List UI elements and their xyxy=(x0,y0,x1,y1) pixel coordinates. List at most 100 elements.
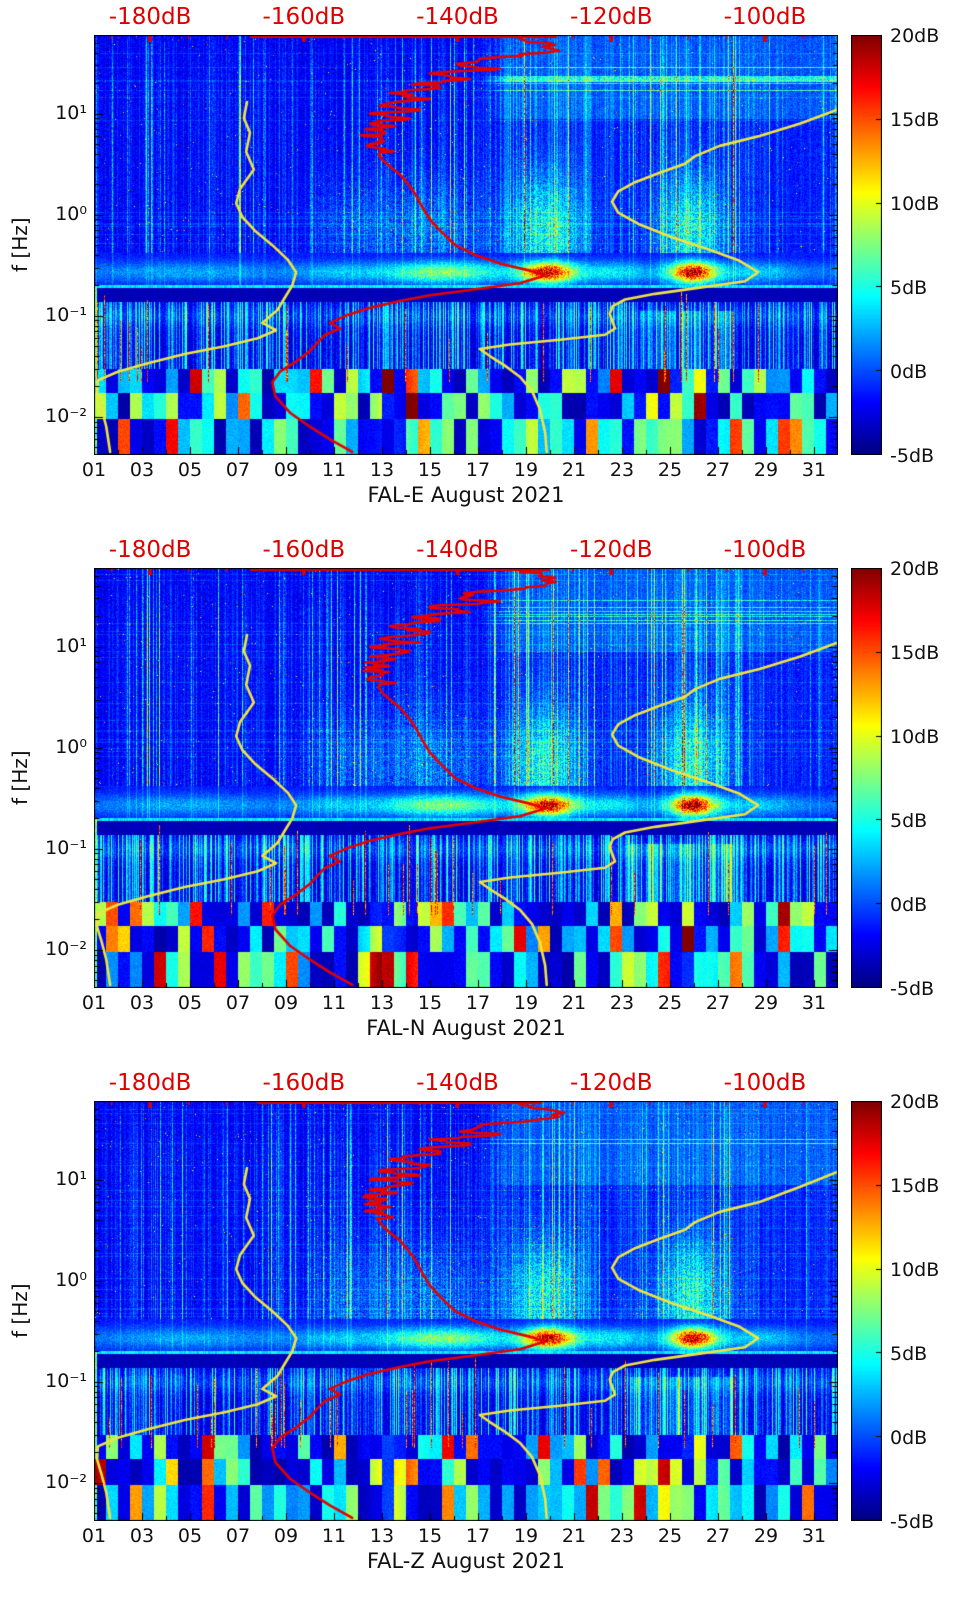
y-tick-label: 10⁻² xyxy=(45,1470,87,1493)
top-axis-tick-label: -140dB xyxy=(416,1070,499,1096)
colorbar-tick-label: 15dB xyxy=(890,109,940,131)
x-tick-label: 23 xyxy=(609,1525,635,1547)
x-tick-label: 13 xyxy=(369,459,395,481)
x-tick-label: 17 xyxy=(465,992,491,1014)
x-tick-label: 15 xyxy=(417,1525,443,1547)
x-tick-label: 09 xyxy=(273,1525,299,1547)
colorbar-tick-label: -5dB xyxy=(890,978,935,1000)
x-tick-label: 17 xyxy=(465,1525,491,1547)
panel-title: FAL-E August 2021 xyxy=(367,483,565,507)
colorbar-tick-label: 5dB xyxy=(890,277,928,299)
y-tick-label: 10¹ xyxy=(55,101,87,124)
x-tick-label: 25 xyxy=(657,992,683,1014)
top-axis-tick-label: -160dB xyxy=(262,4,346,30)
colorbar-tick-label: 10dB xyxy=(890,193,940,215)
top-axis-tick-label: -140dB xyxy=(416,4,499,30)
x-tick-label: 01 xyxy=(81,459,107,481)
spectrogram-canvas xyxy=(94,568,838,988)
panel-fal-e: f [Hz] -180dB -160dB -140dB -120dB -100dB 10… xyxy=(0,0,962,533)
x-tick-label: 07 xyxy=(225,1525,251,1547)
x-tick-label: 29 xyxy=(753,1525,779,1547)
y-tick-label: 10⁻² xyxy=(45,937,87,960)
top-axis-tick-label: -100dB xyxy=(723,4,807,30)
x-tick-label: 09 xyxy=(273,459,299,481)
y-tick-label: 10¹ xyxy=(55,634,87,657)
colorbar-canvas xyxy=(851,1101,882,1521)
y-tick-label: 10⁻¹ xyxy=(45,1369,87,1392)
x-tick-label: 01 xyxy=(81,1525,107,1547)
x-tick-label: 13 xyxy=(369,1525,395,1547)
x-tick-label: 25 xyxy=(657,1525,683,1547)
spectrogram-canvas xyxy=(94,35,838,455)
spectrogram-canvas xyxy=(94,1101,838,1521)
x-tick-label: 31 xyxy=(801,459,827,481)
x-tick-label: 03 xyxy=(129,1525,155,1547)
x-tick-label: 09 xyxy=(273,992,299,1014)
colorbar-canvas xyxy=(851,35,882,455)
x-tick-label: 31 xyxy=(801,1525,827,1547)
x-tick-label: 21 xyxy=(561,1525,587,1547)
x-tick-label: 31 xyxy=(801,992,827,1014)
x-tick-label: 15 xyxy=(417,992,443,1014)
x-tick-label: 05 xyxy=(177,992,203,1014)
x-tick-label: 11 xyxy=(321,992,347,1014)
top-axis-tick-label: -120dB xyxy=(569,4,653,30)
colorbar-tick-label: 5dB xyxy=(890,810,928,832)
colorbar-tick-label: 20dB xyxy=(890,1091,940,1113)
colorbar-tick-label: -5dB xyxy=(890,1511,935,1533)
x-tick-label: 23 xyxy=(609,992,635,1014)
x-tick-label: 05 xyxy=(177,1525,203,1547)
x-tick-label: 03 xyxy=(129,459,155,481)
y-tick-label: 10⁻¹ xyxy=(45,303,87,326)
panel-title: FAL-Z August 2021 xyxy=(366,1549,566,1573)
x-tick-label: 13 xyxy=(369,992,395,1014)
x-tick-label: 21 xyxy=(561,459,587,481)
colorbar-tick-label: 10dB xyxy=(890,726,940,748)
x-tick-label: 15 xyxy=(417,459,443,481)
y-tick-label: 10⁰ xyxy=(55,202,87,225)
colorbar-tick-label: 0dB xyxy=(890,894,928,916)
x-tick-label: 27 xyxy=(705,459,731,481)
x-tick-label: 27 xyxy=(705,992,731,1014)
colorbar-tick-label: 20dB xyxy=(890,25,940,47)
colorbar-tick-label: 0dB xyxy=(890,361,928,383)
colorbar-tick-label: 10dB xyxy=(890,1259,940,1281)
colorbar-tick-label: 0dB xyxy=(890,1427,928,1449)
y-tick-label: 10¹ xyxy=(55,1167,87,1190)
top-axis-tick-label: -180dB xyxy=(108,4,192,30)
colorbar-tick-label: 15dB xyxy=(890,1175,940,1197)
panel-fal-z: f [Hz] -180dB -160dB -140dB -120dB -100dB 10… xyxy=(0,1066,962,1599)
x-tick-label: 23 xyxy=(609,459,635,481)
y-axis-label: f [Hz] xyxy=(8,217,32,273)
x-tick-label: 11 xyxy=(321,459,347,481)
x-tick-label: 05 xyxy=(177,459,203,481)
colorbar-canvas xyxy=(851,568,882,988)
x-tick-label: 07 xyxy=(225,459,251,481)
top-axis-tick-label: -140dB xyxy=(416,537,499,563)
x-tick-label: 17 xyxy=(465,459,491,481)
y-tick-label: 10⁰ xyxy=(55,1268,87,1291)
top-axis-tick-label: -160dB xyxy=(262,537,346,563)
x-tick-label: 07 xyxy=(225,992,251,1014)
top-axis-tick-label: -160dB xyxy=(262,1070,346,1096)
top-axis-tick-label: -120dB xyxy=(569,1070,653,1096)
x-tick-label: 29 xyxy=(753,459,779,481)
top-axis-tick-label: -180dB xyxy=(108,537,192,563)
y-tick-label: 10⁻¹ xyxy=(45,836,87,859)
y-axis-label: f [Hz] xyxy=(8,1283,32,1339)
x-tick-label: 29 xyxy=(753,992,779,1014)
colorbar-tick-label: -5dB xyxy=(890,445,935,467)
x-tick-label: 03 xyxy=(129,992,155,1014)
x-tick-label: 19 xyxy=(513,459,539,481)
top-axis-tick-label: -100dB xyxy=(723,537,807,563)
x-tick-label: 25 xyxy=(657,459,683,481)
top-axis-tick-label: -120dB xyxy=(569,537,653,563)
y-tick-label: 10⁰ xyxy=(55,735,87,758)
x-tick-label: 21 xyxy=(561,992,587,1014)
top-axis-tick-label: -180dB xyxy=(108,1070,192,1096)
colorbar-tick-label: 5dB xyxy=(890,1343,928,1365)
x-tick-label: 11 xyxy=(321,1525,347,1547)
y-axis-label: f [Hz] xyxy=(8,750,32,806)
colorbar-tick-label: 20dB xyxy=(890,558,940,580)
